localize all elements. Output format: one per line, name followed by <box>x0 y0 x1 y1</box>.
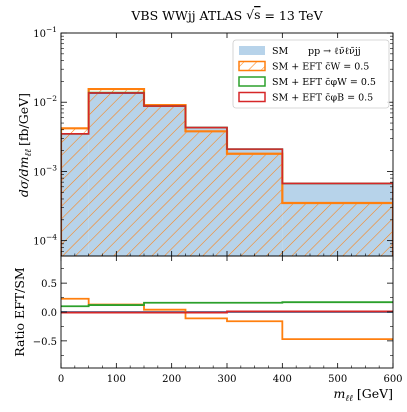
bottom-y-tick-label-2: 0.5 <box>41 279 57 290</box>
legend-swatch-2 <box>238 76 266 87</box>
x-axis-label: mℓℓ [GeV] <box>333 386 393 404</box>
eft-w-hatch-0 <box>61 128 89 256</box>
top-y-tick-label-1: 10−3 <box>33 163 57 178</box>
x-tick-label-2: 200 <box>162 374 181 385</box>
top-panel-ylabel: dσ/dmℓℓ[fb/GeV] <box>16 93 34 197</box>
top-series-line-3 <box>61 92 393 256</box>
legend-label-1: SM + EFT c̄W = 0.5 <box>272 62 369 73</box>
legend-label-3: SM + EFT c̄φB = 0.5 <box>272 93 373 104</box>
top-y-tick-label-2: 10−2 <box>33 94 57 109</box>
bottom-y-tick-label-0: −0.5 <box>33 337 57 348</box>
x-tick-label-6: 600 <box>383 374 402 385</box>
eft-w-hatch-3 <box>185 131 227 256</box>
legend-process-label: pp → ℓν̄ℓν̄jj <box>308 46 361 57</box>
legend: SM SM + EFT c̄W = 0.5 SM + EFT c̄φW = 0.5 S… <box>232 39 390 109</box>
legend-label-0: SM <box>272 46 289 57</box>
legend-swatch-3 <box>238 91 266 103</box>
eft-w-hatch-4 <box>227 153 283 256</box>
ratio-series-line-2 <box>61 301 393 308</box>
legend-box <box>232 39 390 109</box>
x-tick-label-4: 400 <box>273 374 292 385</box>
bottom-y-tick-label-1: 0.0 <box>41 308 57 319</box>
legend-label-2: SM + EFT c̄φW = 0.5 <box>272 77 376 88</box>
x-tick-label-0: 0 <box>58 374 64 385</box>
x-tick-label-5: 500 <box>328 374 347 385</box>
eft-w-hatch-1 <box>88 89 144 256</box>
x-tick-label-1: 100 <box>107 374 126 385</box>
top-y-tick-label-3: 10−1 <box>33 25 57 40</box>
ratio-series-line-3 <box>61 310 393 314</box>
top-y-tick-label-0: 10−4 <box>33 233 57 248</box>
chart-title: VBS WWjj ATLAS √s = 13 TeV <box>130 7 323 23</box>
bottom-panel-ylabel: Ratio EFT/SM <box>12 267 27 357</box>
ratio-series-line-1 <box>61 297 393 341</box>
eft-w-hatch-5 <box>282 202 393 256</box>
series-1-group <box>61 89 393 256</box>
legend-swatch-1 <box>238 60 266 72</box>
legend-swatch-0 <box>239 46 265 55</box>
x-tick-label-3: 300 <box>217 374 236 385</box>
eft-w-hatch-2 <box>144 105 186 256</box>
